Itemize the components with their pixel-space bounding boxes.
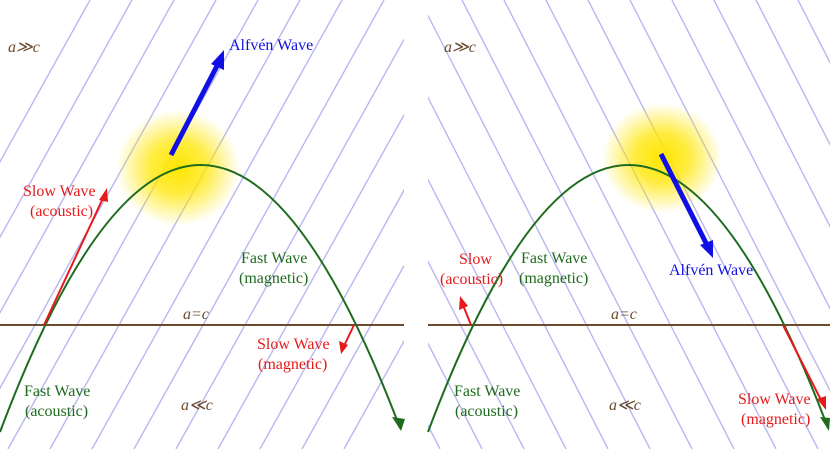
left-slow-upper-arrow xyxy=(43,188,108,326)
right-label-a-gg-c: a≫c xyxy=(444,39,476,56)
left-slow-lower-label-2: (magnetic) xyxy=(258,356,327,373)
left-ray-arrowhead xyxy=(392,417,405,431)
left-alfven-label: Alfvén Wave xyxy=(229,37,313,54)
right-slow-lower-label-1: Slow Wave xyxy=(738,391,811,408)
left-slow-upper-label-1: Slow Wave xyxy=(23,183,96,200)
right-label-a-eq-c: a=c xyxy=(611,306,637,323)
right-ray-arrowhead xyxy=(820,417,830,431)
right-fast-lower-label-1: Fast Wave xyxy=(454,383,520,400)
right-slow-lower-arrow xyxy=(782,324,826,410)
right-panel: a≫c a=c a≪c Alfvén Wave Slow (acoustic) … xyxy=(427,0,830,449)
right-field-lines xyxy=(428,0,830,449)
left-slow-upper-label-2: (acoustic) xyxy=(30,203,93,220)
left-panel: a≫c a=c a≪c Alfvén Wave Slow Wave (acous… xyxy=(0,0,405,449)
right-alfven-label: Alfvén Wave xyxy=(669,262,753,279)
left-fast-upper-label-1: Fast Wave xyxy=(241,250,307,267)
right-label-a-ll-c: a≪c xyxy=(609,397,641,414)
left-label-a-gg-c: a≫c xyxy=(8,39,40,56)
left-slow-lower-arrow xyxy=(339,324,355,354)
left-field-lines xyxy=(0,0,404,449)
left-slow-lower-label-1: Slow Wave xyxy=(257,336,330,353)
left-ray-path xyxy=(0,164,401,433)
left-label-a-eq-c: a=c xyxy=(183,306,209,323)
left-alfven-arrow xyxy=(168,50,224,157)
right-slow-upper-label-2: (acoustic) xyxy=(440,271,503,288)
left-label-a-ll-c: a≪c xyxy=(181,397,213,414)
right-slow-upper-arrow xyxy=(459,296,472,326)
right-slow-upper-label-1: Slow xyxy=(459,251,492,268)
right-ray-path xyxy=(427,164,829,433)
left-fast-upper-label-2: (magnetic) xyxy=(239,270,308,287)
right-alfven-arrow xyxy=(658,152,713,258)
left-fast-lower-label-1: Fast Wave xyxy=(24,383,90,400)
left-fast-lower-label-2: (acoustic) xyxy=(25,403,88,420)
right-fast-upper-label-1: Fast Wave xyxy=(521,250,587,267)
right-fast-lower-label-2: (acoustic) xyxy=(455,403,518,420)
right-fast-upper-label-2: (magnetic) xyxy=(519,270,588,287)
right-slow-lower-label-2: (magnetic) xyxy=(741,411,810,428)
